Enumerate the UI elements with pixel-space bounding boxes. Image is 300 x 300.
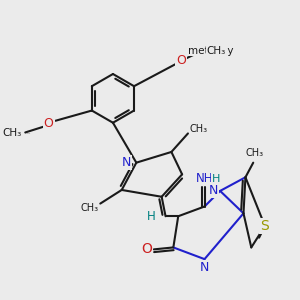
Text: CH₃: CH₃: [206, 46, 226, 56]
Text: O: O: [44, 117, 54, 130]
Text: CH₃: CH₃: [190, 124, 208, 134]
Text: H: H: [147, 210, 155, 223]
Text: O: O: [141, 242, 152, 256]
Text: methoxy: methoxy: [25, 133, 31, 134]
Text: CH₃: CH₃: [80, 203, 98, 214]
Text: NH: NH: [196, 172, 213, 185]
Text: methoxy: methoxy: [188, 46, 233, 56]
Text: H: H: [212, 174, 221, 184]
Text: O: O: [176, 54, 186, 67]
Text: S: S: [261, 219, 269, 233]
Text: CH₃: CH₃: [245, 148, 263, 158]
Text: N: N: [209, 184, 218, 197]
Text: CH₃: CH₃: [2, 128, 21, 138]
Text: N: N: [122, 156, 131, 169]
Text: N: N: [200, 261, 209, 274]
